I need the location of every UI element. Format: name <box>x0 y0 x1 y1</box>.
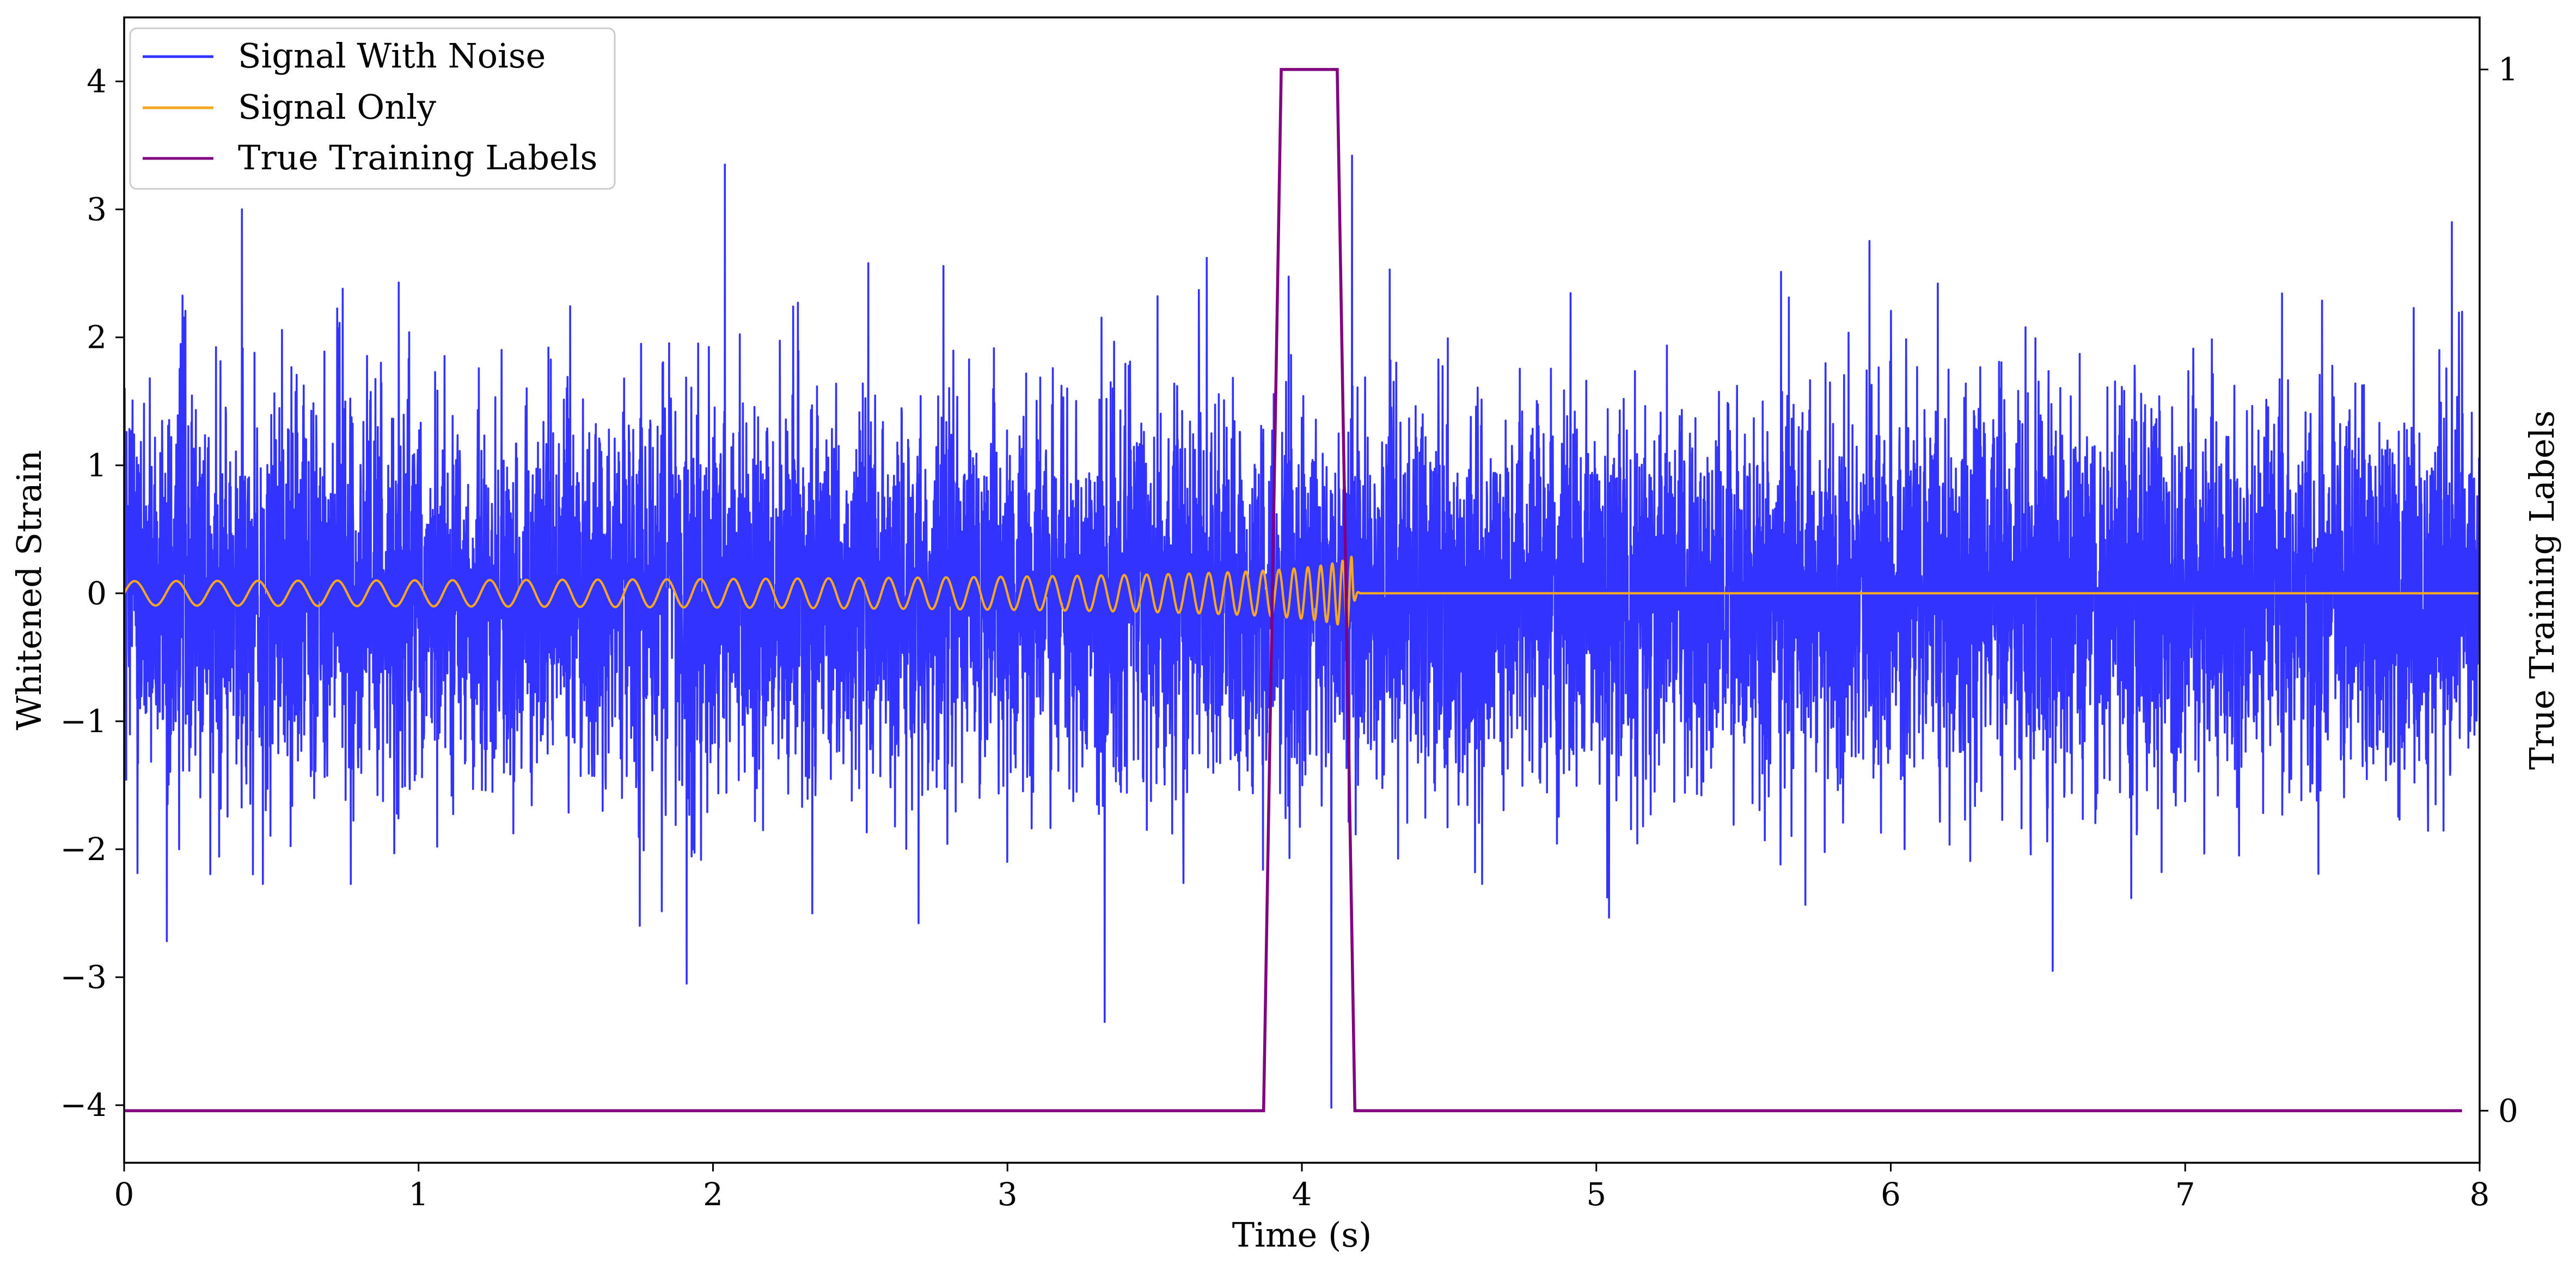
legend-label-signal-only: Signal Only <box>238 87 436 127</box>
y-tick-label: 3 <box>87 191 107 228</box>
y-tick-label: −3 <box>60 959 107 996</box>
y-axis-label: Whitened Strain <box>9 450 49 731</box>
y-axis-left: −4 −3 −2 −1 0 1 2 3 4 <box>60 63 124 1124</box>
legend-label-signal-with-noise: Signal With Noise <box>238 36 546 76</box>
x-axis: 0 1 2 3 4 5 6 7 8 <box>114 1163 2490 1213</box>
legend-label-true-training-labels: True Training Labels <box>238 138 597 177</box>
y-tick-label: 1 <box>87 447 107 484</box>
y-axis-right: 01 <box>2480 51 2518 1129</box>
y-tick-label: 4 <box>87 63 107 100</box>
y-tick-label: 2 <box>87 319 107 356</box>
series-signal-only <box>124 555 2480 629</box>
y-right-tick-label: 0 <box>2498 1092 2518 1129</box>
x-tick-label: 2 <box>703 1176 723 1213</box>
y-tick-label: −1 <box>60 703 107 740</box>
x-tick-label: 5 <box>1586 1176 1606 1213</box>
y-axis-right-label: True Training Labels <box>2522 410 2562 770</box>
legend: Signal With Noise Signal Only True Train… <box>129 27 616 190</box>
x-tick-label: 3 <box>998 1176 1018 1213</box>
series-layer <box>124 68 2480 1113</box>
series-signal-with-noise <box>124 155 2480 1109</box>
x-tick-label: 6 <box>1881 1176 1901 1213</box>
legend-box <box>129 27 616 190</box>
x-tick-label: 0 <box>114 1176 134 1213</box>
x-tick-label: 1 <box>408 1176 429 1213</box>
y-tick-label: 0 <box>87 575 107 612</box>
y-tick-label: −4 <box>60 1087 107 1124</box>
y-right-tick-label: 1 <box>2498 51 2518 88</box>
x-tick-label: 4 <box>1292 1176 1312 1213</box>
x-tick-label: 7 <box>2175 1176 2195 1213</box>
series-true-training-labels <box>124 68 2462 1113</box>
y-tick-label: −2 <box>60 831 107 868</box>
x-tick-label: 8 <box>2470 1176 2490 1213</box>
x-axis-label: Time (s) <box>1232 1215 1372 1255</box>
